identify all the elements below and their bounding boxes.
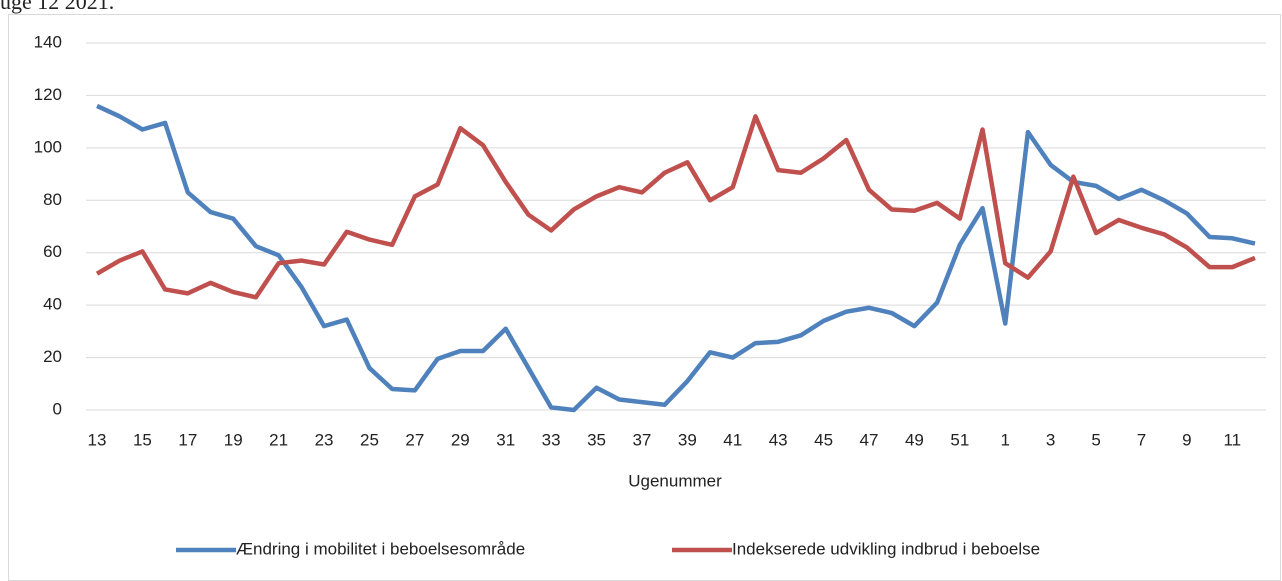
x-tick-label: 27 (405, 430, 424, 449)
x-tick-label: 1 (1001, 430, 1010, 449)
series-line (96, 103, 1256, 413)
x-tick-label: 45 (814, 430, 833, 449)
x-tick-label: 37 (632, 430, 651, 449)
x-tick-label: 41 (723, 430, 742, 449)
x-tick-label: 35 (587, 430, 606, 449)
x-tick-label: 9 (1182, 430, 1191, 449)
x-tick-label: 3 (1046, 430, 1055, 449)
y-tick-label: 120 (34, 85, 62, 104)
x-axis-title: Ugenummer (628, 471, 722, 490)
y-tick-label: 60 (43, 242, 62, 261)
x-tick-label: 15 (133, 430, 152, 449)
caption: uge 12 2021. (0, 0, 114, 14)
y-tick-label: 100 (34, 137, 62, 156)
x-tick-label: 29 (451, 430, 470, 449)
x-tick-label: 7 (1137, 430, 1146, 449)
y-tick-label: 0 (53, 399, 62, 418)
x-tick-label: 13 (88, 430, 107, 449)
x-tick-label: 39 (678, 430, 697, 449)
x-tick-label: 11 (1223, 430, 1241, 449)
x-tick-label: 43 (769, 430, 788, 449)
x-tick-label: 31 (496, 430, 515, 449)
chart-frame (8, 14, 1281, 581)
x-tick-label: 17 (178, 430, 197, 449)
x-tick-label: 47 (860, 430, 879, 449)
x-tick-label: 21 (269, 430, 288, 449)
y-tick-label: 140 (34, 32, 62, 51)
x-tick-label: 23 (315, 430, 334, 449)
x-tick-label: 51 (950, 430, 969, 449)
legend-label: Indekserede udvikling indbrud i beboelse (732, 539, 1040, 558)
x-tick-label: 25 (360, 430, 379, 449)
y-tick-label: 20 (43, 347, 62, 366)
y-tick-label: 40 (43, 295, 62, 314)
legend-label: Ændring i mobilitet i beboelsesområde (236, 539, 525, 558)
y-tick-label: 80 (43, 190, 62, 209)
series-line (95, 114, 1256, 300)
x-tick-label: 5 (1091, 430, 1100, 449)
x-tick-label: 49 (905, 430, 924, 449)
x-tick-label: 19 (224, 430, 243, 449)
x-tick-label: 33 (542, 430, 561, 449)
